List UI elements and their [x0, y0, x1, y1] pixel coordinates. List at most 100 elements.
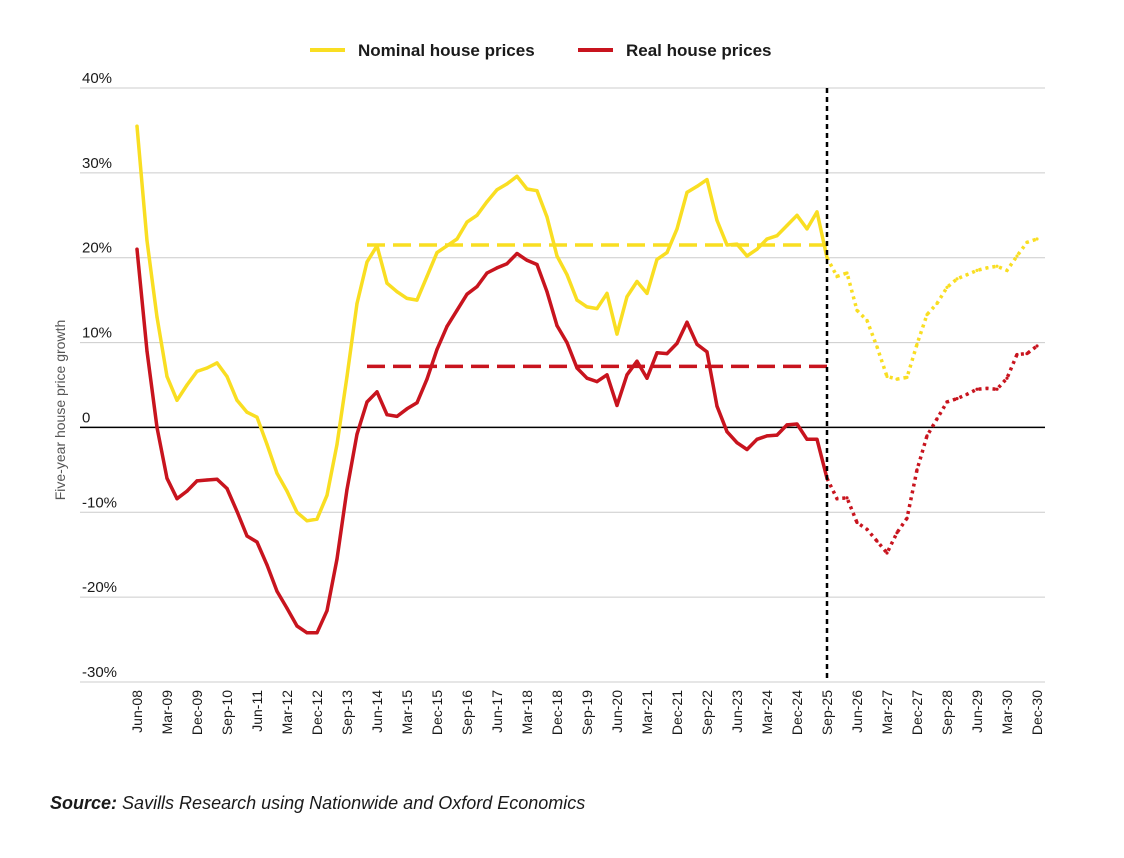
- real-point: [785, 423, 789, 427]
- nominal-point: [955, 277, 959, 281]
- nominal-point: [765, 237, 769, 241]
- real-point: [245, 534, 249, 538]
- real-point: [415, 401, 419, 405]
- real-point: [295, 624, 299, 628]
- x-tick-label: Sep-25: [819, 690, 835, 735]
- nominal-series-line: [135, 124, 829, 523]
- x-tick-label: Jun-23: [729, 690, 745, 733]
- nominal-point: [175, 398, 179, 402]
- x-tick-label: Sep-19: [579, 690, 595, 735]
- nominal-point: [275, 471, 279, 475]
- real-point: [895, 531, 899, 535]
- nominal-point: [925, 313, 929, 317]
- real-point: [145, 349, 149, 353]
- nominal-point: [815, 210, 819, 214]
- real-point: [615, 403, 619, 407]
- nominal-point: [835, 274, 839, 278]
- nominal-point: [395, 290, 399, 294]
- source-note: Source: Savills Research using Nationwid…: [50, 793, 585, 814]
- x-tick-label: Dec-15: [429, 690, 445, 735]
- real-point: [705, 350, 709, 354]
- x-tick-label: Mar-15: [399, 690, 415, 735]
- nominal-point: [285, 489, 289, 493]
- nominal-point: [1015, 254, 1019, 258]
- nominal-point: [305, 519, 309, 523]
- real-point: [645, 376, 649, 380]
- x-tick-label: Jun-08: [129, 690, 145, 733]
- nominal-point: [145, 239, 149, 243]
- real-point: [265, 563, 269, 567]
- x-tick-label: Dec-24: [789, 690, 805, 735]
- nominal-point: [505, 182, 509, 186]
- real-point: [195, 479, 199, 483]
- real-point: [545, 290, 549, 294]
- real-point: [955, 397, 959, 401]
- nominal-point: [655, 257, 659, 261]
- real-point: [735, 441, 739, 445]
- nominal-point: [855, 308, 859, 312]
- x-tick-label: Dec-09: [189, 690, 205, 735]
- nominal-point: [215, 361, 219, 365]
- nominal-point: [615, 332, 619, 336]
- x-tick-label: Jun-17: [489, 690, 505, 733]
- real-point: [845, 496, 849, 500]
- real-point: [225, 486, 229, 491]
- real-point: [655, 351, 659, 355]
- x-tick-label: Dec-12: [309, 690, 325, 735]
- y-tick-label: -30%: [82, 664, 117, 681]
- nominal-point: [325, 493, 329, 497]
- nominal-point: [525, 187, 529, 191]
- real-point: [775, 433, 779, 437]
- real-point: [515, 251, 519, 256]
- x-tick-label: Jun-26: [849, 690, 865, 733]
- real-point: [745, 447, 749, 452]
- nominal-point: [685, 190, 689, 194]
- real-point: [325, 609, 329, 613]
- x-tick-label: Sep-28: [939, 690, 955, 735]
- real-point: [255, 540, 259, 544]
- x-tick-label: Dec-30: [1029, 690, 1045, 735]
- real-point: [605, 373, 609, 377]
- nominal-point: [795, 213, 799, 217]
- real-point: [525, 258, 529, 262]
- real-point: [835, 497, 839, 501]
- real-point: [815, 437, 819, 441]
- nominal-point: [495, 188, 499, 192]
- real-point: [455, 308, 459, 312]
- nominal-point: [895, 377, 899, 381]
- nominal-point: [625, 295, 629, 299]
- real-point: [695, 342, 699, 346]
- nominal-point: [945, 285, 949, 289]
- x-tick-label: Mar-30: [999, 690, 1015, 735]
- nominal-point: [555, 254, 559, 258]
- x-tick-label: Mar-24: [759, 690, 775, 735]
- real-point: [465, 292, 469, 296]
- y-tick-label: 20%: [82, 240, 112, 257]
- nominal-point: [355, 301, 359, 306]
- real-point: [875, 539, 879, 543]
- nominal-point: [435, 251, 439, 255]
- x-tick-label: Mar-18: [519, 690, 535, 735]
- real-point: [435, 347, 439, 351]
- nominal-point: [665, 251, 669, 255]
- real-point: [555, 324, 559, 328]
- real-point: [355, 432, 359, 436]
- real-point: [505, 262, 509, 266]
- nominal-point: [695, 184, 699, 188]
- nominal-point: [975, 268, 979, 272]
- nominal-point: [385, 281, 389, 285]
- nominal-point: [205, 366, 209, 370]
- x-tick-label: Mar-12: [279, 690, 295, 735]
- nominal-forecast-line: [825, 237, 1038, 381]
- x-tick-label: Sep-10: [219, 690, 235, 735]
- nominal-point: [805, 227, 809, 231]
- real-point: [755, 437, 759, 441]
- nominal-point: [535, 189, 539, 193]
- real-point: [925, 434, 929, 438]
- nominal-point: [575, 298, 579, 302]
- legend-label-real: Real house prices: [626, 41, 772, 60]
- nominal-point: [965, 273, 969, 277]
- nominal-point: [675, 227, 679, 231]
- nominal-point: [365, 260, 369, 264]
- real-point: [235, 509, 239, 513]
